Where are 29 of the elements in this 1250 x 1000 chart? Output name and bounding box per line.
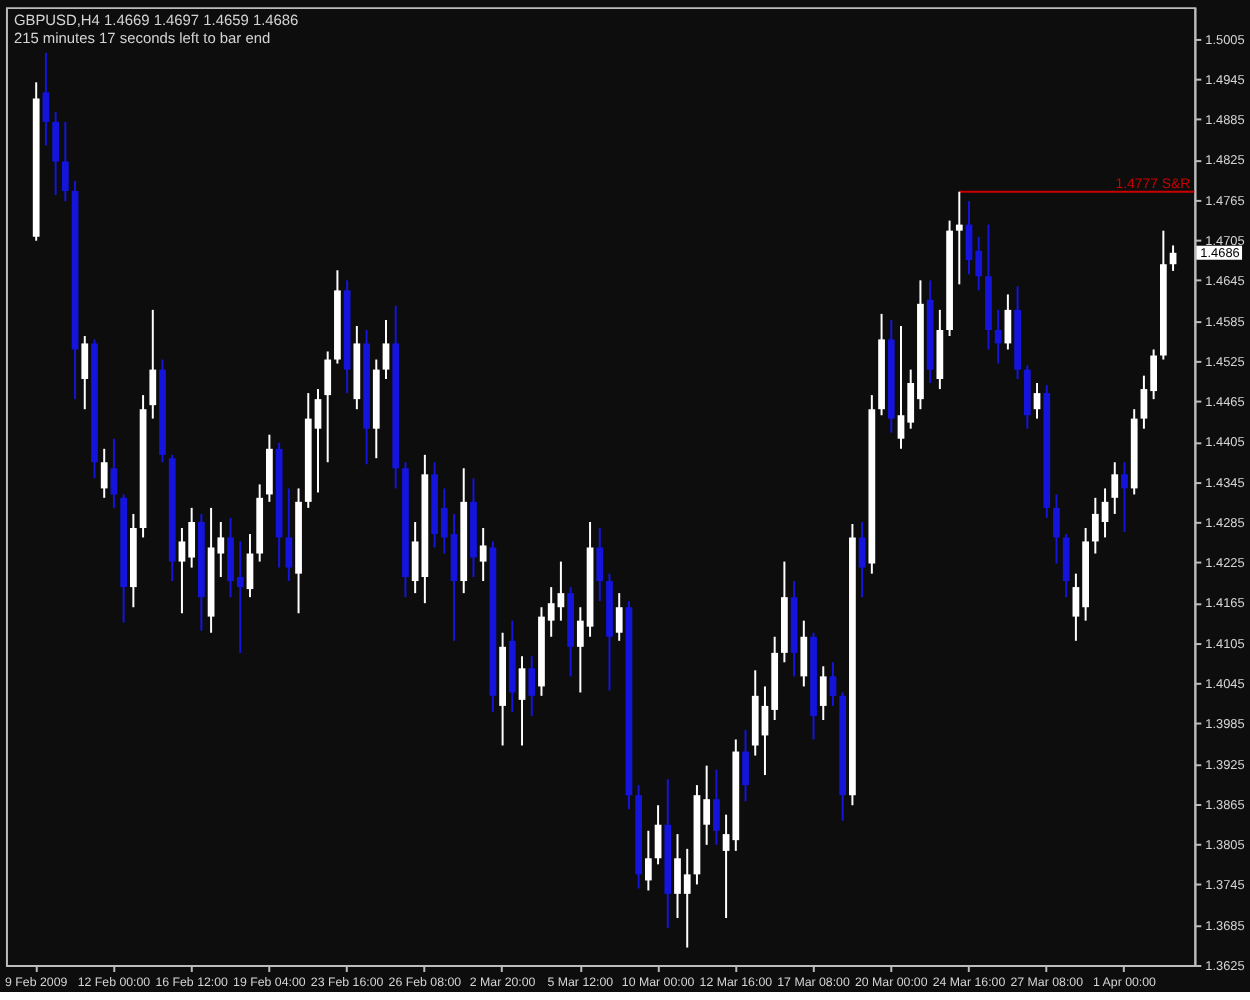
- candlestick: [858, 520, 866, 599]
- candlestick: [324, 350, 332, 464]
- candlestick: [1023, 364, 1031, 430]
- candlestick: [479, 527, 487, 583]
- candlestick: [713, 768, 720, 846]
- candlestick: [800, 619, 808, 688]
- candlestick: [596, 527, 604, 603]
- candlestick: [81, 335, 89, 411]
- candlestick: [615, 592, 623, 642]
- candlestick: [100, 447, 108, 499]
- candlestick: [1053, 493, 1060, 565]
- candlestick: [742, 729, 749, 803]
- candlestick: [819, 665, 827, 721]
- candlestick: [528, 655, 536, 717]
- candlestick: [266, 433, 273, 503]
- candlestick: [1121, 461, 1128, 534]
- candlestick: [52, 110, 59, 197]
- candlestick: [42, 51, 50, 147]
- candlestick: [1111, 461, 1119, 515]
- candlestick: [955, 190, 963, 286]
- candlestick: [285, 487, 293, 583]
- candlestick: [1062, 533, 1070, 599]
- candlestick: [994, 308, 1002, 365]
- candlestick: [518, 655, 526, 747]
- candlestick: [644, 829, 652, 892]
- candlestick: [61, 120, 69, 203]
- candlestick: [149, 308, 157, 420]
- candlestick: [382, 318, 390, 380]
- candlestick: [829, 661, 837, 707]
